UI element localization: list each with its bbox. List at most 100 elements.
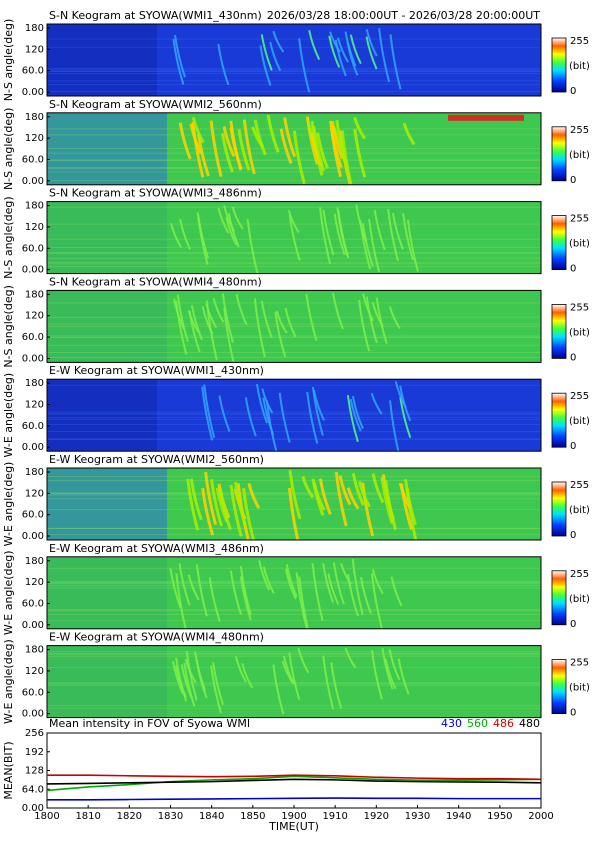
- series-line-560: [46, 775, 542, 792]
- keogram-image: [47, 201, 541, 274]
- x-tick-label: 1800: [34, 811, 59, 822]
- colorbar-max-label: 255: [570, 36, 589, 47]
- colorbar: [551, 303, 567, 359]
- keogram-title: S-N Keogram at SYOWA(WMI1_430nm): [49, 9, 262, 22]
- y-tick-label: 120: [25, 311, 44, 322]
- colorbar-min-label: 0: [570, 619, 576, 630]
- keogram-image: [47, 112, 541, 185]
- x-tick-label: 1950: [487, 811, 512, 822]
- legend-entry: 560: [467, 717, 488, 730]
- y-tick-label: 256: [25, 728, 44, 739]
- y-tick-label: 0.00: [22, 709, 44, 720]
- y-axis-label: W-E angle(deg): [2, 639, 15, 724]
- y-tick-label: 0.00: [22, 176, 44, 187]
- keogram-panel: E-W Keogram at SYOWA(WMI4_480nm) 180 120 60…: [2, 631, 590, 724]
- keogram-title: E-W Keogram at SYOWA(WMI4_480nm): [49, 631, 264, 644]
- colorbar-max-label: 255: [570, 658, 589, 669]
- y-tick-label: 120: [25, 666, 44, 677]
- series-line-480: [46, 778, 542, 785]
- y-axis-label: N-S angle(deg): [2, 108, 15, 191]
- keogram-image: [47, 468, 541, 540]
- x-tick-label: 1820: [117, 811, 142, 822]
- colorbar-min-label: 0: [570, 530, 576, 541]
- x-tick-label: 1810: [75, 811, 100, 822]
- legend-entry: 430: [441, 717, 462, 730]
- time-range-label: 2026/03/28 18:00:00UT - 2026/03/28 20:00…: [267, 9, 540, 22]
- y-tick-label: 120: [25, 44, 44, 55]
- colorbar-unit-label: (bit): [569, 150, 590, 161]
- colorbar-max-label: 255: [570, 125, 589, 136]
- keogram-image: [47, 379, 541, 452]
- y-tick-label: 180: [25, 556, 44, 567]
- y-tick-label: 0.00: [22, 442, 44, 453]
- keogram-title: S-N Keogram at SYOWA(WMI3_486nm): [49, 187, 262, 200]
- keogram-panel: E-W Keogram at SYOWA(WMI2_560nm) 180 120 60…: [2, 453, 590, 547]
- y-tick-label: 180: [25, 23, 44, 34]
- y-tick-label: 180: [25, 201, 44, 212]
- x-tick-label: 1930: [405, 811, 430, 822]
- y-tick-label: 120: [25, 488, 44, 499]
- series-line-486: [47, 774, 542, 781]
- x-tick-label: 1900: [281, 811, 306, 822]
- y-tick-label: 120: [25, 577, 44, 588]
- x-tick-label: 1940: [446, 811, 471, 822]
- y-tick-label: 180: [25, 467, 44, 478]
- y-tick-label: 0.00: [22, 531, 44, 542]
- legend-entry: 480: [519, 717, 540, 730]
- colorbar-min-label: 0: [570, 264, 576, 275]
- colorbar-unit-label: (bit): [569, 239, 590, 250]
- y-tick-label: 180: [25, 378, 44, 389]
- keogram-panel: S-N Keogram at SYOWA(WMI2_560nm) 180 120 60…: [2, 98, 590, 190]
- y-tick-label: 180: [25, 112, 44, 123]
- y-axis-label: N-S angle(deg): [2, 285, 15, 368]
- keogram-image: [47, 290, 541, 363]
- keogram-panel: S-N Keogram at SYOWA(WMI1_430nm) 2026/03/…: [2, 9, 590, 101]
- colorbar: [551, 37, 567, 93]
- colorbar-unit-label: (bit): [569, 505, 590, 516]
- colorbar-max-label: 255: [570, 391, 589, 402]
- y-tick-label: 180: [25, 645, 44, 656]
- keogram-panel: E-W Keogram at SYOWA(WMI1_430nm) 180 120 60…: [2, 364, 590, 458]
- y-tick-label: 0.00: [22, 803, 44, 814]
- y-tick-label: 128: [25, 766, 44, 777]
- y-axis-label: N-S angle(deg): [2, 19, 15, 102]
- x-tick-label: 1920: [364, 811, 389, 822]
- y-tick-label: 120: [25, 222, 44, 233]
- y-tick-label: 0.00: [22, 265, 44, 276]
- colorbar-unit-label: (bit): [569, 594, 590, 605]
- y-tick-label: 192: [25, 747, 44, 758]
- y-tick-label: 60.0: [22, 598, 44, 609]
- line-chart-title: Mean intensity in FOV of Syowa WMI: [49, 717, 250, 730]
- keogram-image: [47, 556, 541, 629]
- x-tick-label: 2000: [528, 811, 553, 822]
- colorbar-max-label: 255: [570, 480, 589, 491]
- y-tick-label: 120: [25, 133, 44, 144]
- y-axis-label: W-E angle(deg): [2, 373, 15, 458]
- y-tick-label: 60.0: [22, 66, 44, 77]
- y-tick-label: 60.0: [22, 687, 44, 698]
- y-tick-label: 60.0: [22, 421, 44, 432]
- colorbar-min-label: 0: [570, 86, 576, 97]
- colorbar-max-label: 255: [570, 214, 589, 225]
- x-tick-label: 1830: [158, 811, 183, 822]
- y-tick-label: 64.0: [22, 784, 44, 795]
- colorbar: [551, 659, 567, 714]
- y-tick-label: 60.0: [22, 243, 44, 254]
- y-tick-label: 60.0: [22, 510, 44, 521]
- colorbar: [551, 570, 567, 626]
- y-tick-label: 60.0: [22, 154, 44, 165]
- y-axis-label: MEAN(BIT): [2, 741, 15, 799]
- y-tick-label: 180: [25, 289, 44, 300]
- colorbar: [551, 126, 567, 182]
- colorbar-unit-label: (bit): [569, 61, 590, 72]
- series-line-430: [47, 797, 541, 801]
- colorbar-unit-label: (bit): [569, 683, 590, 694]
- keogram-title: E-W Keogram at SYOWA(WMI3_486nm): [49, 542, 264, 555]
- line-chart-frame: [46, 732, 542, 809]
- keogram-image: [47, 645, 541, 718]
- y-tick-label: 60.0: [22, 332, 44, 343]
- y-axis-label: W-E angle(deg): [2, 462, 15, 547]
- y-axis-label: N-S angle(deg): [2, 196, 15, 279]
- colorbar-max-label: 255: [570, 302, 589, 313]
